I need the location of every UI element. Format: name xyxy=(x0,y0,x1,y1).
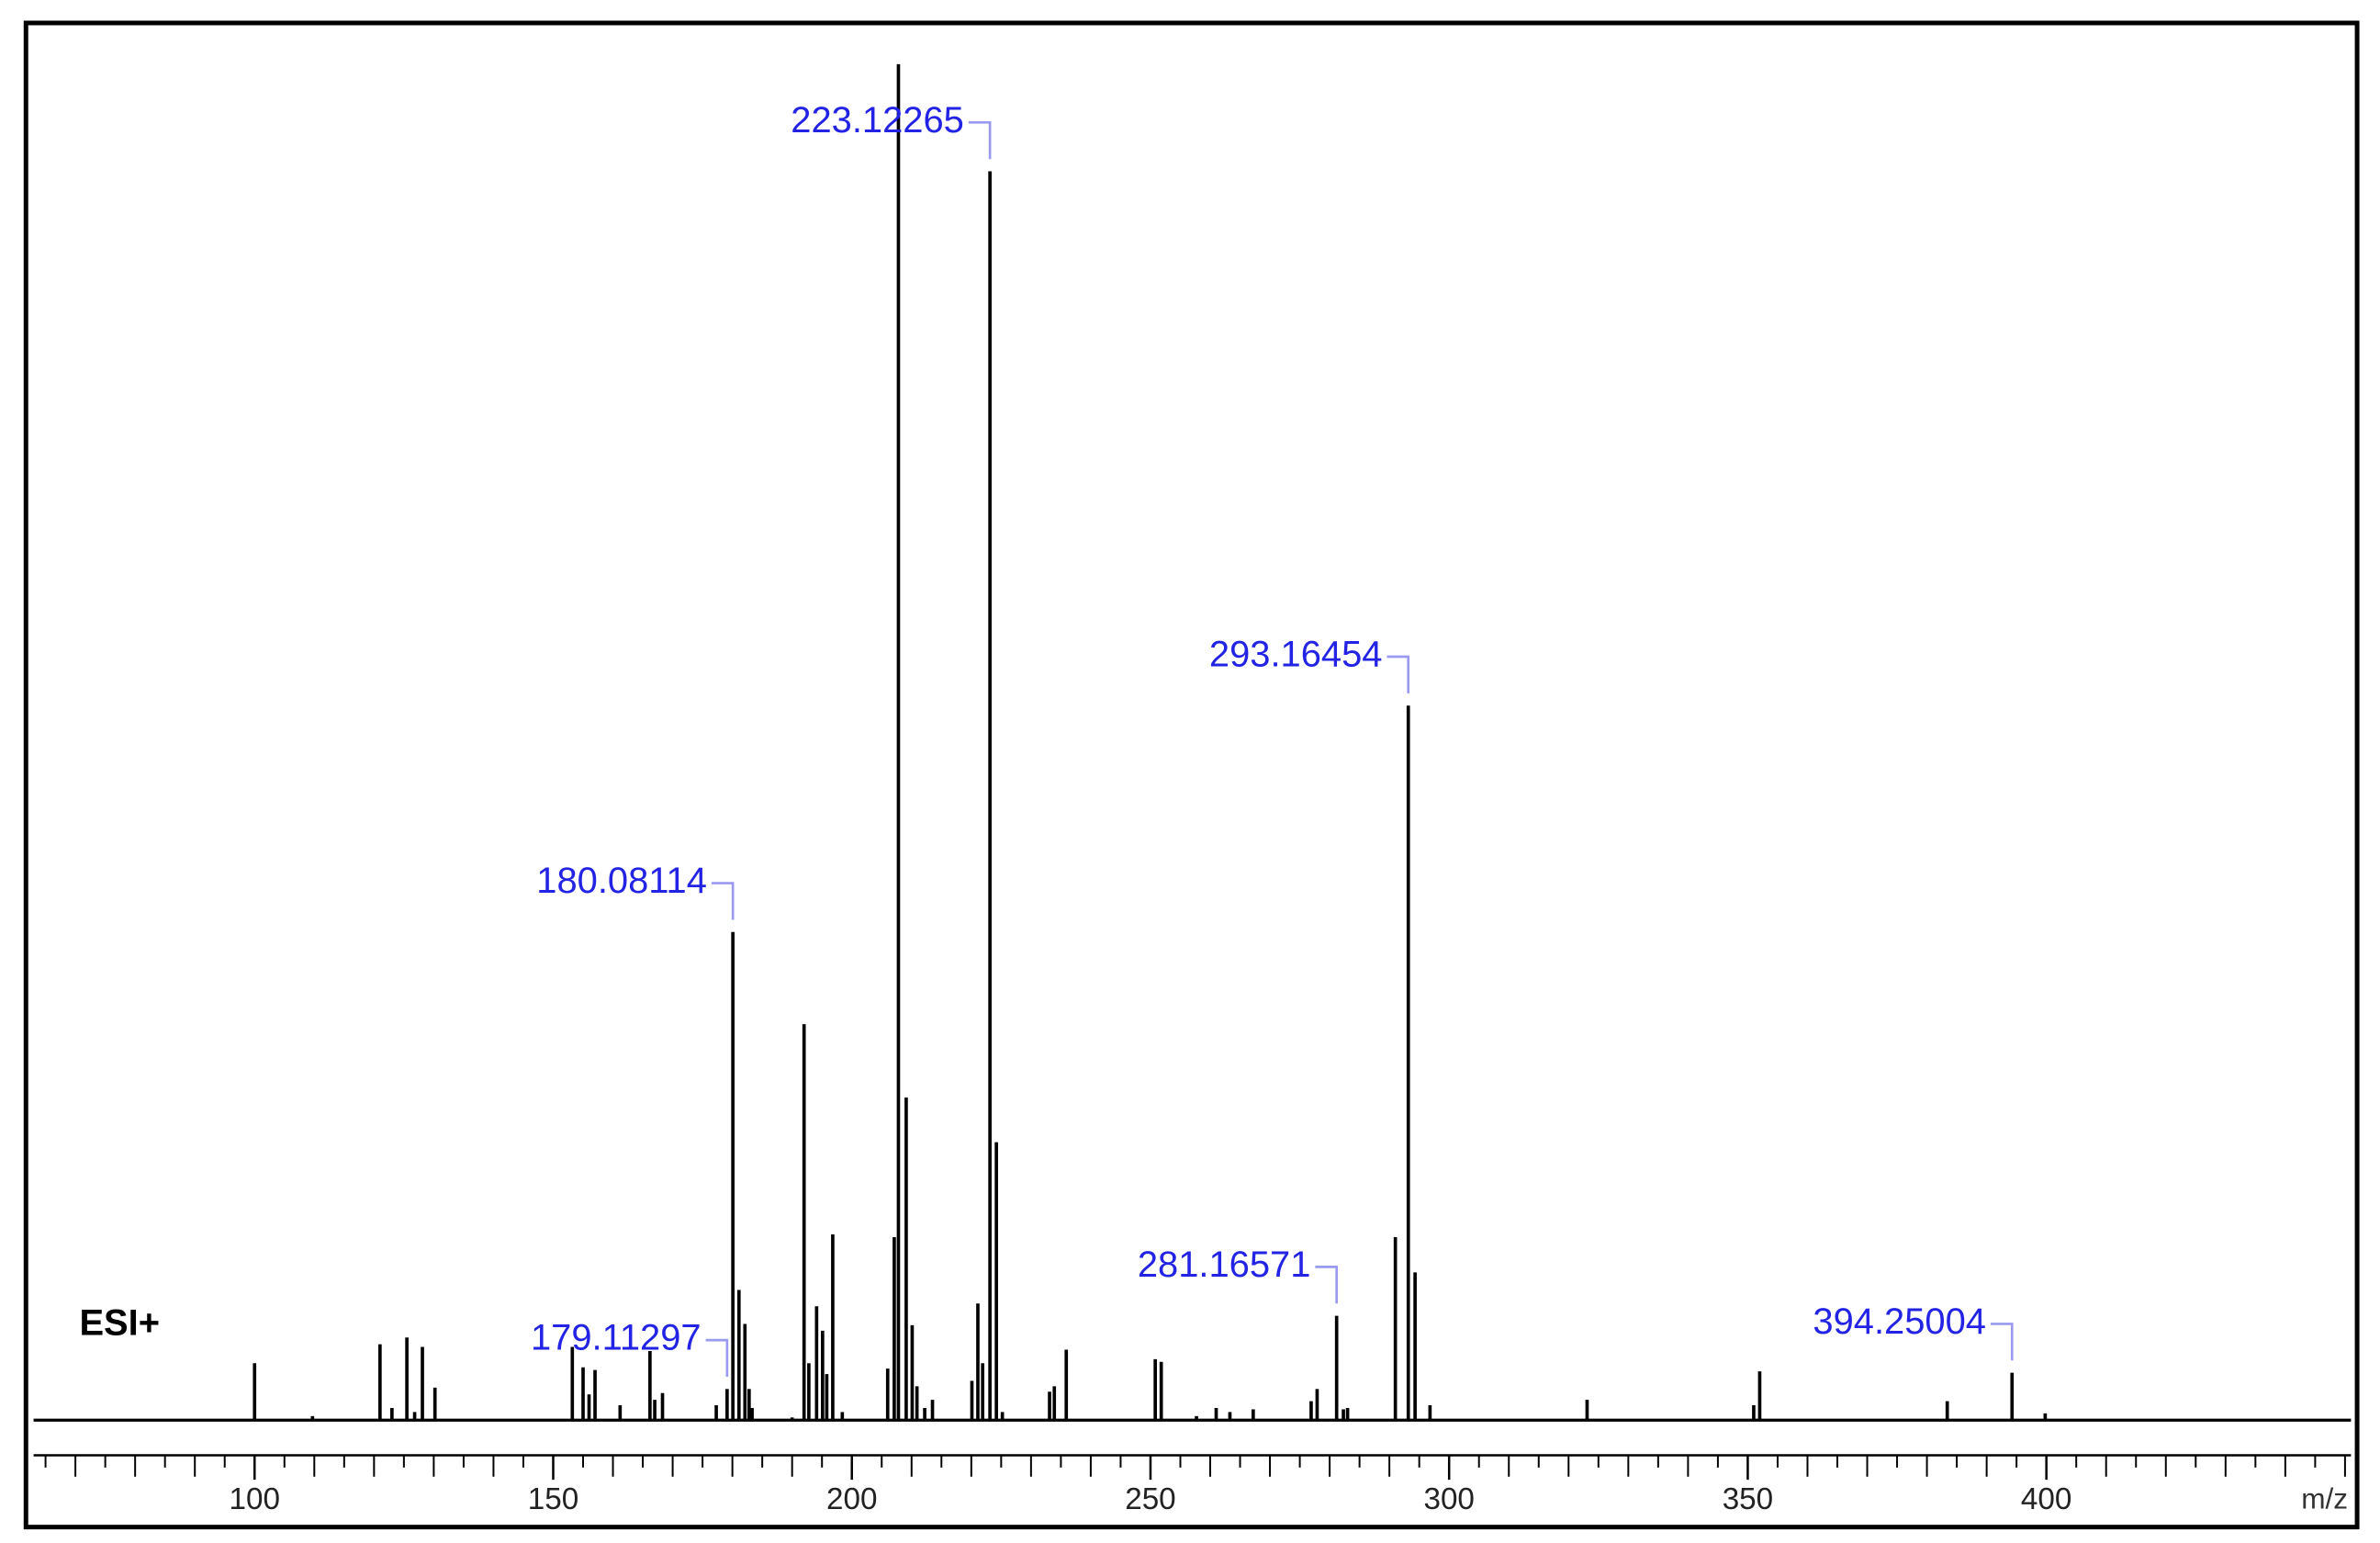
ion-mode-label: ESI+ xyxy=(79,1303,160,1344)
peak-annotation: 223.12265 xyxy=(791,100,964,141)
annotation-bracket xyxy=(705,1338,729,1378)
x-tick-label: 150 xyxy=(528,1482,578,1516)
peak-annotation: 180.08114 xyxy=(536,861,707,901)
x-tick-label: 200 xyxy=(826,1482,877,1516)
x-tick-label: 300 xyxy=(1423,1482,1474,1516)
x-tick-label: 250 xyxy=(1125,1482,1175,1516)
peak-annotation: 293.16454 xyxy=(1209,635,1383,675)
x-axis-label: m/z xyxy=(2301,1482,2348,1515)
annotation-bracket xyxy=(968,120,992,160)
x-tick-label: 400 xyxy=(2021,1482,2071,1516)
annotation-bracket xyxy=(711,882,735,920)
peak-annotation: 179.11297 xyxy=(531,1318,702,1358)
x-tick-label: 350 xyxy=(1723,1482,1773,1516)
peak-annotation: 281.16571 xyxy=(1138,1245,1311,1285)
annotation-bracket xyxy=(1990,1323,2014,1361)
annotation-bracket xyxy=(1386,655,1410,693)
x-tick-label: 100 xyxy=(230,1482,280,1516)
frame xyxy=(23,20,2360,1530)
peak-annotation: 394.25004 xyxy=(1813,1301,1986,1342)
annotation-bracket xyxy=(1315,1266,1339,1304)
